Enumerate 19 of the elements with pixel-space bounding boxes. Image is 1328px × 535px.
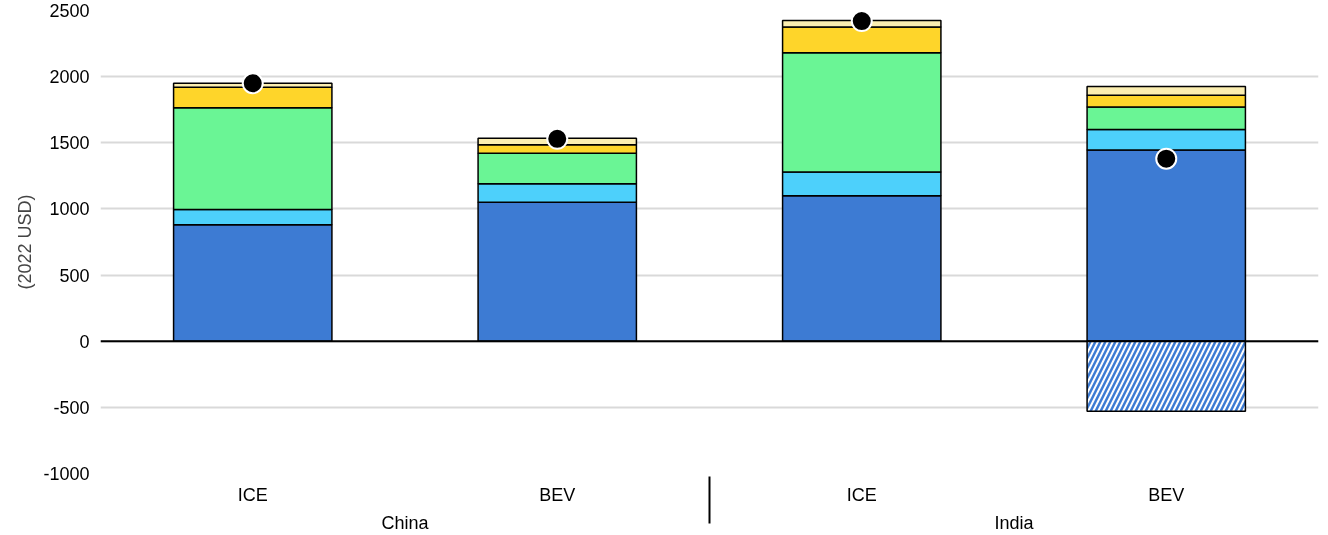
text: China xyxy=(381,512,430,533)
point xyxy=(1155,147,1178,170)
y-tick-label: -1000 xyxy=(43,464,90,484)
y-tick-label: 1000 xyxy=(49,199,90,220)
y-tick-label: 0 xyxy=(79,331,90,352)
text: India xyxy=(994,512,1035,533)
point xyxy=(546,127,569,150)
y-tick-label: 2500 xyxy=(49,1,90,21)
y-axis-title: (2022 USD) xyxy=(15,194,36,290)
y-tick-label: 2000 xyxy=(49,67,90,88)
x-tick-label: ICE xyxy=(237,484,268,505)
y-tick-label: 500 xyxy=(59,265,90,286)
x-tick-label: BEV xyxy=(539,484,576,505)
y-tick-label: -500 xyxy=(53,397,90,418)
y-tick-label: 1500 xyxy=(49,133,90,154)
x-tick-label: BEV xyxy=(1148,484,1185,505)
point xyxy=(241,72,264,95)
point xyxy=(850,10,873,33)
x-tick-label: ICE xyxy=(846,484,877,505)
